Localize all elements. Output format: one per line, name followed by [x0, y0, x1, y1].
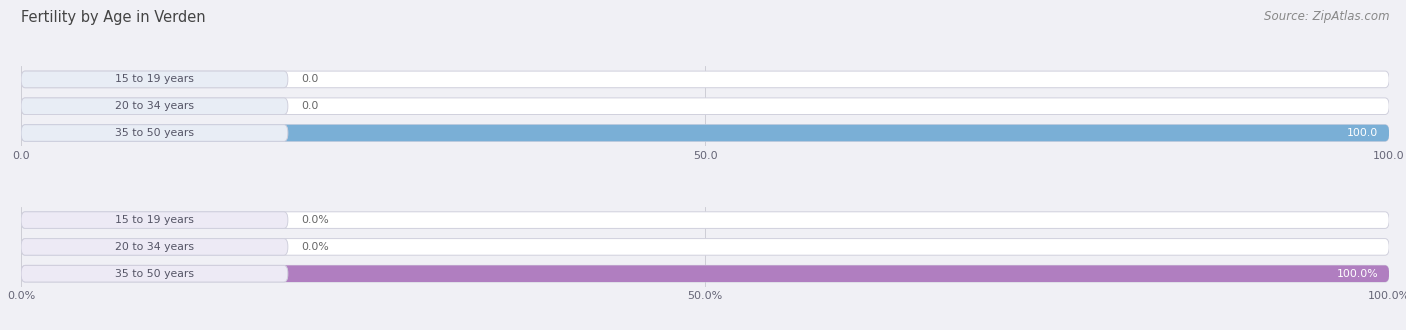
- FancyBboxPatch shape: [21, 239, 1389, 255]
- Text: 15 to 19 years: 15 to 19 years: [115, 215, 194, 225]
- Text: 0.0%: 0.0%: [301, 215, 329, 225]
- Text: Source: ZipAtlas.com: Source: ZipAtlas.com: [1264, 10, 1389, 23]
- Text: 0.0: 0.0: [301, 74, 319, 84]
- FancyBboxPatch shape: [21, 125, 1389, 141]
- FancyBboxPatch shape: [21, 265, 1389, 282]
- FancyBboxPatch shape: [21, 71, 288, 88]
- Text: 35 to 50 years: 35 to 50 years: [115, 128, 194, 138]
- Text: 100.0: 100.0: [1347, 128, 1378, 138]
- Text: 0.0: 0.0: [301, 101, 319, 111]
- Text: 100.0%: 100.0%: [1337, 269, 1378, 279]
- FancyBboxPatch shape: [21, 125, 288, 141]
- FancyBboxPatch shape: [21, 212, 288, 228]
- FancyBboxPatch shape: [21, 71, 1389, 88]
- FancyBboxPatch shape: [21, 265, 1389, 282]
- FancyBboxPatch shape: [21, 212, 1389, 228]
- FancyBboxPatch shape: [21, 98, 1389, 115]
- FancyBboxPatch shape: [21, 98, 288, 115]
- FancyBboxPatch shape: [21, 125, 1389, 141]
- FancyBboxPatch shape: [21, 239, 288, 255]
- Text: Fertility by Age in Verden: Fertility by Age in Verden: [21, 10, 205, 25]
- Text: 35 to 50 years: 35 to 50 years: [115, 269, 194, 279]
- Text: 0.0%: 0.0%: [301, 242, 329, 252]
- Text: 20 to 34 years: 20 to 34 years: [115, 101, 194, 111]
- Text: 15 to 19 years: 15 to 19 years: [115, 74, 194, 84]
- Text: 20 to 34 years: 20 to 34 years: [115, 242, 194, 252]
- FancyBboxPatch shape: [21, 265, 288, 282]
